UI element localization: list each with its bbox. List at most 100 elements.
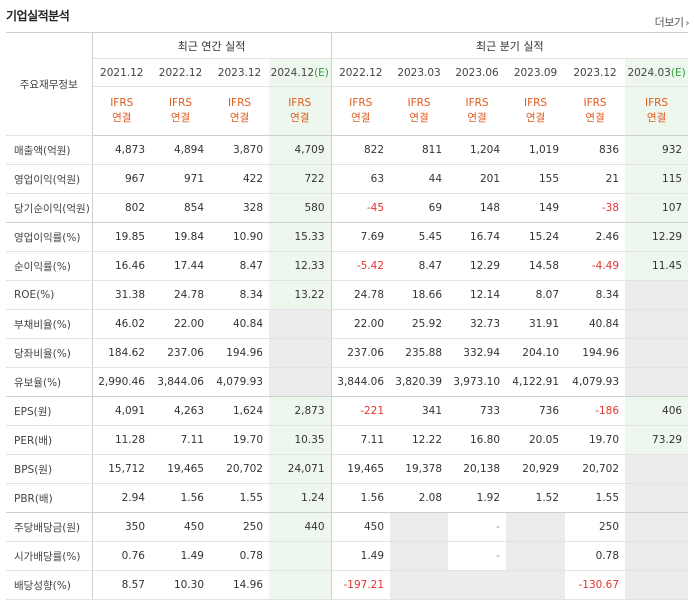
value-cell: 8.47: [210, 251, 269, 281]
value-cell: 15,712: [92, 454, 151, 484]
ifrs-label: IFRS: [465, 97, 489, 109]
row-label: ROE(%): [6, 280, 93, 310]
value-cell: 1.56: [151, 483, 210, 513]
value-cell: 20.05: [506, 425, 566, 455]
ifrs-label: IFRS: [407, 97, 431, 109]
value-cell: 25.92: [390, 309, 449, 339]
value-cell: [269, 367, 332, 397]
period-label: 2022.12: [339, 66, 383, 79]
period-label: 2022.12: [158, 66, 203, 79]
value-cell: 1.56: [331, 483, 391, 513]
value-cell: 19,465: [151, 454, 210, 484]
value-cell: 332.94: [448, 338, 507, 368]
table-row: 부채비율(%) 46.02 22.00 40.84 22.00 25.92 32.73 31.…: [6, 309, 689, 339]
value-cell: [269, 570, 332, 600]
value-cell: 73.29: [625, 425, 689, 455]
value-cell: [390, 570, 449, 600]
row-label: 순이익률(%): [6, 251, 93, 281]
consolidated-label: 연결: [229, 112, 250, 124]
consolidated-label: 연결: [525, 112, 546, 124]
value-cell: 115: [625, 164, 689, 194]
value-cell: 31.91: [506, 309, 566, 339]
value-cell: 4,122.91: [506, 367, 566, 397]
value-cell: [506, 541, 566, 571]
consolidated-label: 연결: [646, 112, 667, 124]
ifrs-label: IFRS: [168, 97, 193, 109]
header-label: 주요재무정보: [6, 32, 93, 136]
value-cell: 1.24: [269, 483, 332, 513]
value-cell: 250: [565, 512, 626, 542]
value-cell: 1,204: [448, 135, 507, 165]
value-cell: 1.52: [506, 483, 566, 513]
ifrs-cell: IFRS 연결: [390, 86, 449, 136]
period-label: 2024.12: [270, 66, 315, 79]
table-row: 당기순이익(억원) 802 854 328 580 -45 69 148 149 -38 107: [6, 193, 689, 223]
row-label: 시가배당률(%): [6, 541, 93, 571]
value-cell: 2.94: [92, 483, 151, 513]
consolidated-label: 연결: [290, 112, 310, 124]
ifrs-cell: IFRS 연결: [151, 86, 210, 136]
value-cell: 8.07: [506, 280, 566, 310]
value-cell: 19,378: [390, 454, 449, 484]
value-cell: 1.49: [331, 541, 391, 571]
value-cell: 10.30: [151, 570, 210, 600]
ifrs-label: IFRS: [349, 97, 373, 109]
value-cell: 328: [210, 193, 269, 223]
ifrs-cell: IFRS 연결: [625, 86, 689, 136]
value-cell: 11.45: [625, 251, 689, 281]
estimate-mark: (E): [314, 66, 329, 79]
value-cell: 10.90: [210, 222, 269, 252]
more-link[interactable]: 더보기 ›: [654, 14, 690, 30]
value-cell: 16.74: [448, 222, 507, 252]
period-label: 2024.03: [627, 66, 671, 79]
ifrs-label: IFRS: [583, 97, 607, 109]
period-label: 2023.06: [455, 66, 499, 79]
value-cell: 8.47: [390, 251, 449, 281]
value-cell: 194.96: [210, 338, 269, 368]
annual-period-2: 2023.12: [210, 58, 269, 87]
value-cell: 12.14: [448, 280, 507, 310]
value-cell: 4,894: [151, 135, 210, 165]
value-cell: 4,079.93: [210, 367, 269, 397]
value-cell: 0.78: [210, 541, 269, 571]
value-cell: [625, 309, 689, 339]
value-cell: [448, 570, 507, 600]
value-cell: 32.73: [448, 309, 507, 339]
value-cell: -221: [331, 396, 391, 426]
value-cell: -: [448, 541, 507, 571]
table-row: BPS(원) 15,712 19,465 20,702 24,071 19,465 19,3…: [6, 454, 689, 484]
section-header: 기업실적분석 더보기 ›: [0, 0, 695, 32]
value-cell: 12.29: [625, 222, 689, 252]
period-label: 2023.09: [513, 66, 558, 79]
value-cell: 40.84: [565, 309, 626, 339]
value-cell: 20,702: [210, 454, 269, 484]
row-label: 영업이익(억원): [6, 164, 93, 194]
more-link-label: 더보기: [654, 16, 684, 29]
consolidated-label: 연결: [170, 112, 191, 124]
value-cell: 16.46: [92, 251, 151, 281]
quarter-period-1: 2023.03: [390, 58, 449, 87]
financial-table: 주요재무정보 최근 연간 실적 최근 분기 실적 2021.12 2022.12 2…: [6, 32, 689, 600]
value-cell: 1.92: [448, 483, 507, 513]
value-cell: 149: [506, 193, 566, 223]
value-cell: 11.28: [92, 425, 151, 455]
value-cell: 31.38: [92, 280, 151, 310]
value-cell: 8.34: [565, 280, 626, 310]
table-row: 배당성향(%) 8.57 10.30 14.96 -197.21 -130.67: [6, 570, 689, 600]
value-cell: 3,820.39: [390, 367, 449, 397]
value-cell: 235.88: [390, 338, 449, 368]
value-cell: 12.33: [269, 251, 332, 281]
section-title: 기업실적분석: [6, 9, 70, 23]
value-cell: 7.69: [331, 222, 391, 252]
value-cell: 1.55: [210, 483, 269, 513]
row-label: 매출액(억원): [6, 135, 93, 165]
row-label: 유보율(%): [6, 367, 93, 397]
value-cell: 1.55: [565, 483, 626, 513]
value-cell: 8.57: [92, 570, 151, 600]
value-cell: 3,870: [210, 135, 269, 165]
consolidated-label: 연결: [467, 112, 487, 124]
value-cell: 932: [625, 135, 689, 165]
value-cell: 811: [390, 135, 449, 165]
quarter-period-3: 2023.09: [506, 58, 566, 87]
value-cell: 971: [151, 164, 210, 194]
